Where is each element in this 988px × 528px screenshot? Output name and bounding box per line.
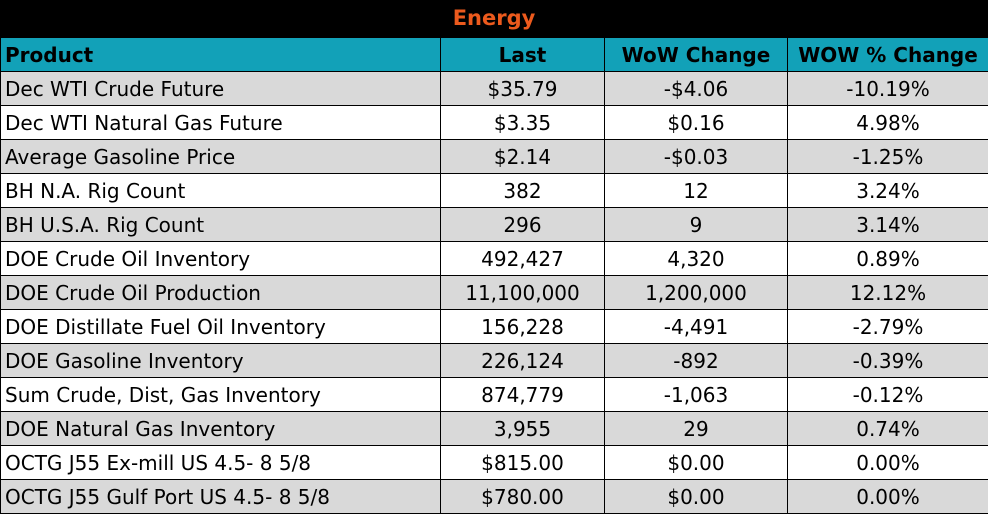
cell-last: 11,100,000 xyxy=(440,275,605,310)
table-row: OCTG J55 Gulf Port US 4.5- 8 5/8 $780.00… xyxy=(0,479,988,514)
cell-product: OCTG J55 Gulf Port US 4.5- 8 5/8 xyxy=(0,479,441,514)
cell-wow-pct-change: 4.98% xyxy=(787,105,988,140)
cell-wow-change: 1,200,000 xyxy=(604,275,788,310)
cell-last: $780.00 xyxy=(440,479,605,514)
cell-product: BH N.A. Rig Count xyxy=(0,173,441,208)
cell-wow-pct-change: -10.19% xyxy=(787,71,988,106)
header-wow-pct-change: WOW % Change xyxy=(787,37,988,72)
cell-wow-pct-change: 0.89% xyxy=(787,241,988,276)
cell-wow-pct-change: -2.79% xyxy=(787,309,988,344)
cell-last: 296 xyxy=(440,207,605,242)
cell-wow-pct-change: 0.74% xyxy=(787,411,988,446)
cell-last: 874,779 xyxy=(440,377,605,412)
cell-product: DOE Crude Oil Production xyxy=(0,275,441,310)
cell-wow-change: -892 xyxy=(604,343,788,378)
cell-wow-pct-change: 12.12% xyxy=(787,275,988,310)
cell-last: $35.79 xyxy=(440,71,605,106)
cell-last: 226,124 xyxy=(440,343,605,378)
cell-product: DOE Crude Oil Inventory xyxy=(0,241,441,276)
table-row: DOE Natural Gas Inventory 3,955 29 0.74% xyxy=(0,411,988,446)
cell-last: $3.35 xyxy=(440,105,605,140)
cell-product: DOE Natural Gas Inventory xyxy=(0,411,441,446)
cell-wow-pct-change: -0.39% xyxy=(787,343,988,378)
cell-wow-pct-change: -1.25% xyxy=(787,139,988,174)
cell-wow-change: -4,491 xyxy=(604,309,788,344)
cell-last: 156,228 xyxy=(440,309,605,344)
cell-last: 492,427 xyxy=(440,241,605,276)
cell-product: Dec WTI Natural Gas Future xyxy=(0,105,441,140)
cell-wow-change: -1,063 xyxy=(604,377,788,412)
table-row: DOE Crude Oil Inventory 492,427 4,320 0.… xyxy=(0,241,988,276)
table-row: DOE Gasoline Inventory 226,124 -892 -0.3… xyxy=(0,343,988,378)
table-body: Dec WTI Crude Future $35.79 -$4.06 -10.1… xyxy=(0,71,988,514)
cell-product: Sum Crude, Dist, Gas Inventory xyxy=(0,377,441,412)
header-wow-change: WoW Change xyxy=(604,37,788,72)
table-row: DOE Distillate Fuel Oil Inventory 156,22… xyxy=(0,309,988,344)
cell-wow-change: 12 xyxy=(604,173,788,208)
cell-wow-change: 4,320 xyxy=(604,241,788,276)
cell-product: DOE Gasoline Inventory xyxy=(0,343,441,378)
cell-wow-pct-change: 3.14% xyxy=(787,207,988,242)
table-row: DOE Crude Oil Production 11,100,000 1,20… xyxy=(0,275,988,310)
cell-product: DOE Distillate Fuel Oil Inventory xyxy=(0,309,441,344)
cell-wow-change: 9 xyxy=(604,207,788,242)
cell-product: BH U.S.A. Rig Count xyxy=(0,207,441,242)
energy-table: Product Last WoW Change WOW % Change Dec… xyxy=(0,37,988,514)
cell-last: $2.14 xyxy=(440,139,605,174)
cell-wow-pct-change: 0.00% xyxy=(787,479,988,514)
table-row: Average Gasoline Price $2.14 -$0.03 -1.2… xyxy=(0,139,988,174)
cell-wow-pct-change: 3.24% xyxy=(787,173,988,208)
cell-last: 3,955 xyxy=(440,411,605,446)
table-row: Dec WTI Crude Future $35.79 -$4.06 -10.1… xyxy=(0,71,988,106)
table-row: Sum Crude, Dist, Gas Inventory 874,779 -… xyxy=(0,377,988,412)
cell-wow-change: -$4.06 xyxy=(604,71,788,106)
table-title: Energy xyxy=(0,0,988,37)
cell-wow-change: $0.16 xyxy=(604,105,788,140)
table-row: BH U.S.A. Rig Count 296 9 3.14% xyxy=(0,207,988,242)
table-row: BH N.A. Rig Count 382 12 3.24% xyxy=(0,173,988,208)
table-row: OCTG J55 Ex-mill US 4.5- 8 5/8 $815.00 $… xyxy=(0,445,988,480)
table-row: Dec WTI Natural Gas Future $3.35 $0.16 4… xyxy=(0,105,988,140)
cell-wow-change: 29 xyxy=(604,411,788,446)
cell-last: $815.00 xyxy=(440,445,605,480)
cell-wow-change: -$0.03 xyxy=(604,139,788,174)
cell-product: Average Gasoline Price xyxy=(0,139,441,174)
cell-wow-pct-change: -0.12% xyxy=(787,377,988,412)
cell-product: Dec WTI Crude Future xyxy=(0,71,441,106)
header-product: Product xyxy=(0,37,441,72)
header-last: Last xyxy=(440,37,605,72)
cell-wow-pct-change: 0.00% xyxy=(787,445,988,480)
cell-wow-change: $0.00 xyxy=(604,479,788,514)
header-row: Product Last WoW Change WOW % Change xyxy=(0,37,988,72)
cell-last: 382 xyxy=(440,173,605,208)
cell-product: OCTG J55 Ex-mill US 4.5- 8 5/8 xyxy=(0,445,441,480)
cell-wow-change: $0.00 xyxy=(604,445,788,480)
